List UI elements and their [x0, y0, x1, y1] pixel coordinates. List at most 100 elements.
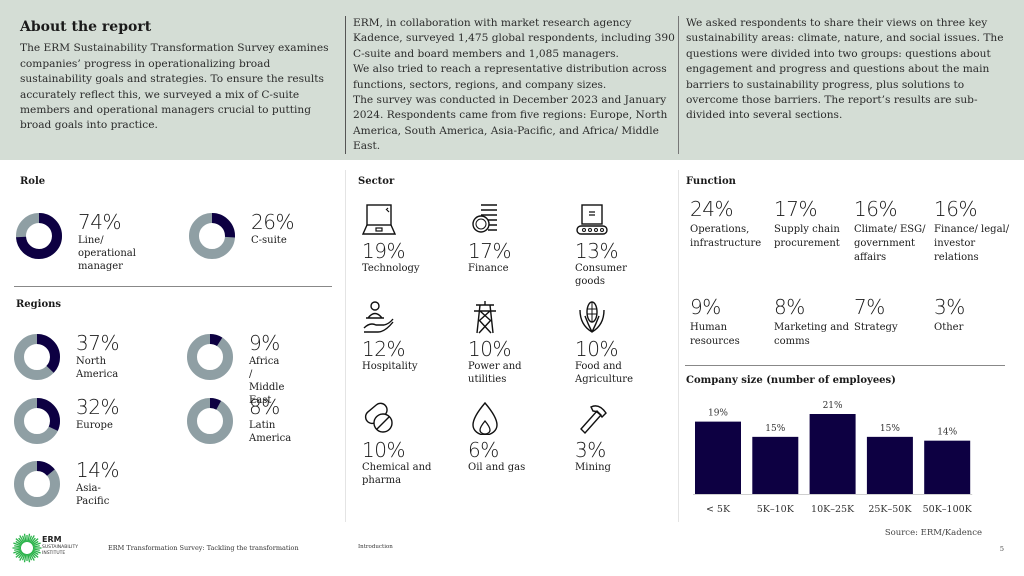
logo-ray — [21, 553, 26, 561]
function-label: Human resources — [690, 322, 740, 347]
role-title: Role — [20, 176, 46, 187]
logo-ray — [32, 545, 40, 548]
function-percent: 16% — [854, 197, 897, 221]
sector-item: 13% Consumer goods — [575, 202, 675, 288]
logo-ray — [32, 549, 41, 554]
function-item: 9% Human resources — [690, 296, 772, 349]
sector-item: 19% Technology — [362, 202, 462, 275]
donut-segment — [187, 398, 233, 444]
stat-label: Line/ operational manager — [78, 235, 136, 272]
function-item: 17% Supply chain procurement — [774, 198, 856, 251]
bar — [924, 440, 971, 494]
sector-label: Finance — [468, 263, 509, 274]
donut-chart — [187, 398, 233, 444]
logo-ray — [28, 553, 33, 561]
logo-ray — [32, 542, 41, 547]
hammer-icon — [580, 405, 607, 435]
bar-data-label: 15% — [880, 424, 900, 434]
donut-segment — [14, 334, 60, 380]
logo-ray — [21, 535, 26, 543]
methodology-column: ERM, in collaboration with market resear… — [345, 16, 678, 154]
donut-text: 8% Latin America — [249, 395, 291, 445]
logo-text-line2: SUSTAINABILITY — [42, 545, 79, 550]
x-tick-label: < 5K — [706, 504, 731, 515]
logo-ray — [15, 538, 23, 545]
x-tick-label: 5K–10K — [757, 504, 795, 515]
logo-ray — [30, 552, 36, 559]
function-percent: 7% — [854, 295, 885, 319]
logo-ray — [30, 537, 36, 544]
function-label: Strategy — [854, 322, 898, 333]
x-tick-label: 25K–50K — [868, 504, 912, 515]
bar-data-label: 21% — [823, 401, 843, 411]
sector-label: Oil and gas — [468, 462, 526, 473]
sector-label: Chemical and pharma — [362, 462, 432, 486]
corn-icon — [579, 301, 605, 333]
stat-percent: 8% — [249, 395, 280, 419]
donut-text: 32% Europe — [76, 395, 119, 432]
header-band: About the report The ERM Sustainability … — [0, 0, 1024, 160]
function-label: Marketing and comms — [774, 322, 849, 347]
role-divider — [14, 286, 332, 287]
about-column: About the report The ERM Sustainability … — [20, 19, 338, 134]
logo-ray — [32, 548, 40, 551]
logo-text-line3: INSTITUTE — [42, 551, 66, 556]
logo-ray — [23, 553, 27, 563]
stat-percent: 26% — [251, 210, 294, 234]
donut-segment — [187, 334, 233, 380]
logo-ray — [19, 535, 25, 544]
hand-person-icon — [363, 301, 394, 333]
function-percent: 9% — [690, 295, 721, 319]
logo-ray — [27, 533, 31, 543]
company-size-chart: 19% < 5K 15% 5K–10K 21% 10K–25K 15% 25K–50K 14% 5… — [693, 401, 973, 515]
donut-segment — [14, 461, 60, 507]
logo-ray — [31, 551, 39, 558]
function-label: Other — [934, 322, 964, 333]
function-item: 16% Finance/ legal/ investor relations — [934, 198, 1016, 265]
function-percent: 24% — [690, 197, 733, 221]
power-tower-icon — [474, 301, 496, 334]
function-item: 3% Other — [934, 296, 1016, 335]
sector-percent: 6% — [468, 438, 499, 462]
stat-label: Latin America — [249, 420, 292, 444]
function-percent: 16% — [934, 197, 977, 221]
sector-label: Mining — [575, 462, 611, 473]
sector-percent: 3% — [575, 438, 606, 462]
x-tick-label: 50K–100K — [923, 504, 973, 515]
function-label: Climate/ ESG/ government affairs — [854, 224, 926, 263]
donut-text: 9% Africa / Middle East — [249, 331, 284, 407]
sector-item: 10% Power and utilities — [468, 300, 568, 386]
stat-label: Africa / Middle East — [249, 356, 285, 406]
donut-text: 37% North America — [76, 331, 119, 381]
methodology-p1: ERM, in collaboration with market resear… — [353, 17, 675, 60]
logo-ray — [29, 552, 35, 561]
function-label: Operations, infrastructure — [690, 224, 762, 249]
footer-section-link[interactable]: Introduction — [358, 544, 393, 550]
sector-percent: 17% — [468, 239, 511, 263]
about-text: The ERM Sustainability Transformation Su… — [20, 42, 329, 132]
donut-segment — [14, 398, 60, 444]
donut-chart — [16, 213, 62, 259]
stat-label: Europe — [76, 420, 113, 431]
logo-ray — [27, 553, 31, 563]
logo-ray — [13, 542, 22, 547]
logo-ray — [23, 533, 27, 543]
function-percent: 8% — [774, 295, 805, 319]
bar — [695, 421, 741, 494]
regions-title: Regions — [16, 299, 62, 310]
footer-doc-title[interactable]: ERM Transformation Survey: Tackling the … — [108, 544, 299, 552]
logo-ray — [31, 540, 39, 546]
logo-ray — [18, 552, 24, 559]
bar — [809, 414, 856, 494]
sector-item: 10% Food and Agriculture — [575, 300, 675, 386]
donut-text: 74% Line/ operational manager — [78, 210, 136, 273]
logo-ray — [31, 550, 39, 556]
coins-icon — [472, 204, 497, 233]
function-divider — [685, 365, 1005, 366]
logo-ray — [14, 545, 22, 548]
page-title: About the report — [20, 19, 152, 35]
stat-percent: 9% — [249, 331, 280, 355]
sector-label: Technology — [362, 263, 420, 274]
donut-text: 14% Asia-Pacific — [76, 458, 119, 508]
stat-percent: 32% — [76, 395, 119, 419]
